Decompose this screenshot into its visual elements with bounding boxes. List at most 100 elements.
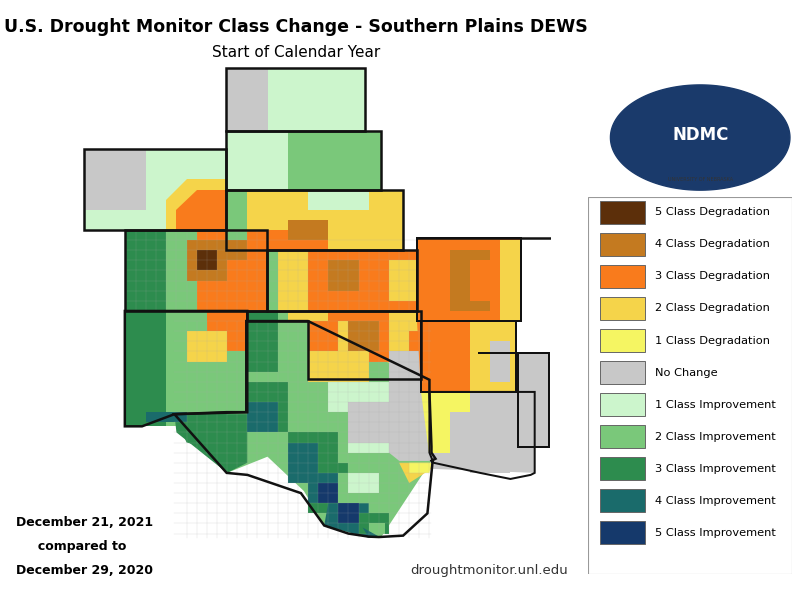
Polygon shape — [308, 473, 338, 504]
Polygon shape — [517, 353, 549, 447]
Polygon shape — [362, 527, 381, 538]
Text: 2 Class Improvement: 2 Class Improvement — [655, 432, 776, 441]
Polygon shape — [84, 149, 146, 210]
Text: UNIVERSITY OF NEBRASKA: UNIVERSITY OF NEBRASKA — [668, 177, 733, 182]
Polygon shape — [247, 402, 278, 432]
Polygon shape — [226, 131, 288, 190]
Text: December 29, 2020: December 29, 2020 — [16, 564, 153, 577]
Polygon shape — [450, 412, 490, 453]
Polygon shape — [358, 513, 389, 533]
Polygon shape — [308, 463, 349, 513]
Bar — [600, 393, 645, 416]
Polygon shape — [288, 220, 328, 240]
Bar — [600, 521, 645, 544]
Polygon shape — [369, 250, 418, 311]
Polygon shape — [84, 149, 226, 230]
Text: droughtmonitor.unl.edu: droughtmonitor.unl.edu — [410, 564, 568, 577]
Text: Start of Calendar Year: Start of Calendar Year — [212, 45, 380, 60]
Text: 1 Class Improvement: 1 Class Improvement — [655, 399, 776, 410]
Polygon shape — [324, 504, 369, 538]
Polygon shape — [174, 414, 247, 473]
Polygon shape — [399, 463, 431, 483]
Text: 4 Class Degradation: 4 Class Degradation — [655, 239, 770, 249]
Polygon shape — [247, 311, 288, 380]
Polygon shape — [166, 179, 226, 230]
Polygon shape — [186, 240, 227, 280]
Polygon shape — [226, 190, 403, 250]
Polygon shape — [125, 392, 166, 426]
Polygon shape — [369, 523, 385, 533]
Polygon shape — [206, 311, 247, 352]
Polygon shape — [328, 473, 369, 504]
Text: 5 Class Improvement: 5 Class Improvement — [655, 527, 776, 538]
Polygon shape — [389, 380, 431, 460]
Polygon shape — [389, 352, 422, 380]
Polygon shape — [318, 483, 338, 504]
Polygon shape — [226, 68, 267, 131]
Bar — [600, 425, 645, 448]
Polygon shape — [174, 321, 431, 538]
Polygon shape — [308, 190, 369, 210]
Polygon shape — [186, 331, 227, 362]
Polygon shape — [389, 260, 418, 301]
Bar — [600, 201, 645, 224]
Polygon shape — [247, 321, 308, 382]
Polygon shape — [174, 414, 227, 453]
Polygon shape — [349, 335, 379, 352]
Polygon shape — [418, 321, 517, 392]
Polygon shape — [308, 432, 338, 463]
Bar — [600, 329, 645, 352]
Bar — [600, 489, 645, 512]
Polygon shape — [610, 85, 790, 190]
Bar — [600, 265, 645, 288]
Bar — [600, 297, 645, 320]
Polygon shape — [338, 504, 358, 523]
Polygon shape — [308, 321, 338, 352]
Polygon shape — [639, 102, 762, 173]
Polygon shape — [247, 230, 328, 250]
Polygon shape — [328, 260, 358, 291]
Polygon shape — [247, 311, 278, 372]
Bar — [600, 457, 645, 480]
Polygon shape — [349, 473, 379, 493]
Text: 4 Class Improvement: 4 Class Improvement — [655, 496, 776, 506]
Polygon shape — [470, 331, 510, 392]
Text: 2 Class Degradation: 2 Class Degradation — [655, 303, 770, 313]
Polygon shape — [226, 68, 365, 131]
Polygon shape — [308, 412, 349, 453]
Text: 3 Class Improvement: 3 Class Improvement — [655, 463, 776, 474]
Bar — [600, 361, 645, 384]
Polygon shape — [470, 443, 510, 473]
Polygon shape — [349, 402, 389, 443]
Polygon shape — [197, 250, 221, 270]
Polygon shape — [125, 230, 197, 311]
Bar — [600, 233, 645, 256]
Polygon shape — [226, 190, 247, 250]
Text: December 21, 2021: December 21, 2021 — [16, 516, 153, 529]
Polygon shape — [399, 432, 430, 460]
Text: NDMC: NDMC — [672, 126, 728, 144]
Polygon shape — [409, 463, 431, 473]
Polygon shape — [422, 392, 534, 473]
Text: compared to: compared to — [16, 540, 126, 553]
Polygon shape — [328, 382, 389, 453]
FancyBboxPatch shape — [588, 197, 792, 574]
Polygon shape — [266, 250, 278, 311]
Text: U.S. Drought Monitor Class Change - Southern Plains DEWS: U.S. Drought Monitor Class Change - Sout… — [4, 18, 588, 36]
Polygon shape — [389, 311, 422, 341]
Polygon shape — [308, 250, 369, 311]
Polygon shape — [146, 412, 186, 422]
Polygon shape — [308, 321, 369, 382]
Polygon shape — [349, 321, 379, 352]
Polygon shape — [226, 131, 381, 190]
Polygon shape — [227, 260, 247, 291]
Polygon shape — [418, 321, 470, 392]
Polygon shape — [490, 341, 510, 382]
Polygon shape — [125, 311, 247, 426]
Polygon shape — [217, 240, 247, 270]
Polygon shape — [418, 238, 521, 321]
Text: No Change: No Change — [655, 368, 718, 377]
Polygon shape — [418, 238, 470, 321]
Polygon shape — [266, 250, 308, 311]
Polygon shape — [266, 250, 418, 311]
